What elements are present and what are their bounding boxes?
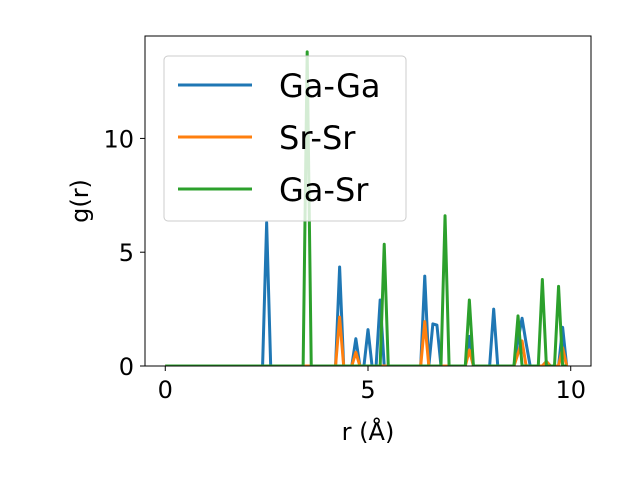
- legend: Ga-Ga Sr-Sr Ga-Sr: [163, 55, 407, 222]
- plot-lines-layer: [165, 50, 569, 366]
- x-tick-label: 5: [360, 376, 375, 404]
- y-tick-label: 10: [103, 125, 134, 153]
- x-axis: 0 5 10: [158, 366, 586, 404]
- series-line-ga-ga: [165, 221, 569, 366]
- x-axis-label: r (Å): [342, 417, 395, 446]
- y-axis-label: g(r): [66, 179, 94, 223]
- y-tick-label: 5: [119, 239, 134, 267]
- legend-label: Sr-Sr: [279, 119, 356, 157]
- x-tick-label: 0: [158, 376, 173, 404]
- legend-label: Ga-Ga: [279, 67, 381, 105]
- legend-box: [163, 55, 407, 222]
- legend-label: Ga-Sr: [279, 171, 369, 209]
- y-axis: 0 5 10: [103, 125, 145, 381]
- x-tick-label: 10: [555, 376, 586, 404]
- y-tick-label: 0: [119, 353, 134, 381]
